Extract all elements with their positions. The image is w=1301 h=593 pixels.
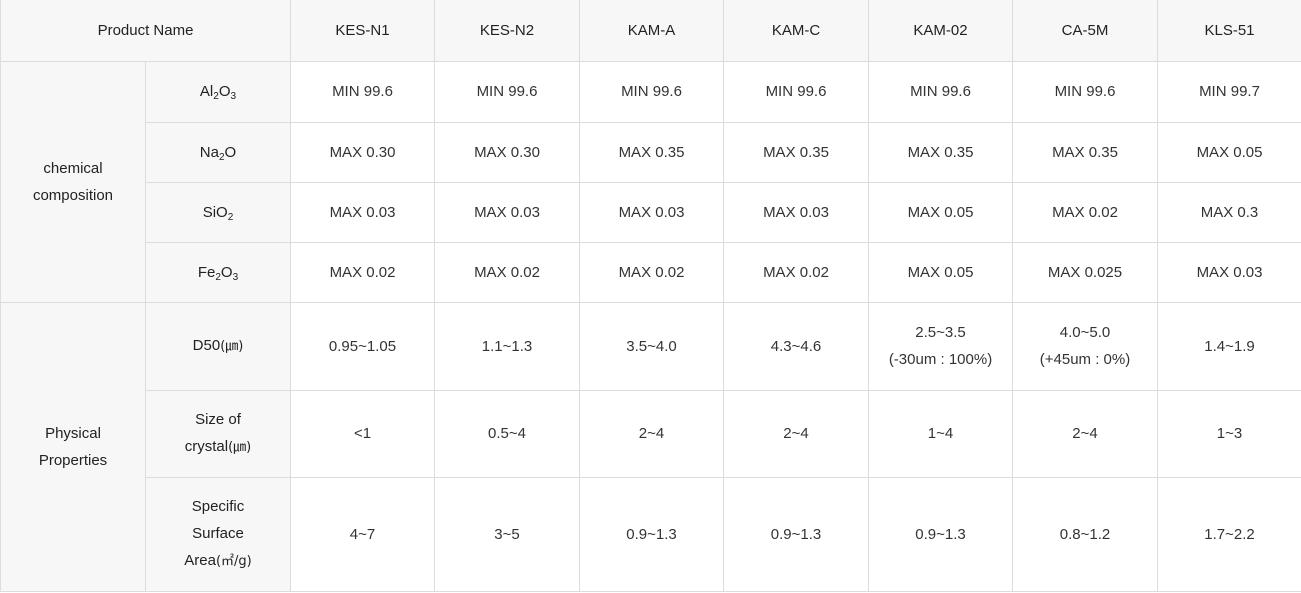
table-cell: MIN 99.6 (290, 60, 435, 123)
product-header: CA-5M (1012, 0, 1158, 62)
attr-al2o3: Al2O3 (145, 60, 291, 123)
table-cell: 2~4 (1012, 389, 1158, 478)
attr-fe2o3: Fe2O3 (145, 241, 291, 303)
row-specific-surface-area: Specific Surface Area(㎡/g) 4~7 3~5 0.9~1.3… (1, 476, 1301, 592)
product-header: KAM-C (723, 0, 869, 62)
table-cell: MIN 99.6 (434, 60, 580, 123)
attr-na2o: Na2O (145, 121, 291, 183)
product-header: KLS-51 (1157, 0, 1301, 62)
table-cell: 3~5 (434, 476, 580, 592)
table-cell: MAX 0.02 (434, 241, 580, 303)
attr-crystal-size: Size of crystal(㎛) (145, 389, 291, 478)
table-cell: MAX 0.30 (290, 121, 435, 183)
group-chemical-composition: chemical composition (0, 60, 146, 303)
group-physical-line2: Properties (38, 451, 108, 469)
table-cell: 1.7~2.2 (1157, 476, 1301, 592)
table-cell: MAX 0.35 (868, 121, 1013, 183)
table-cell: 0.9~1.3 (579, 476, 724, 592)
group-chemical-line2: composition (32, 186, 114, 204)
table-cell: MAX 0.02 (290, 241, 435, 303)
cell-note: (+45um : 0%) (1039, 351, 1131, 368)
table-cell: MIN 99.6 (868, 60, 1013, 123)
cell-note: (-30um : 100%) (888, 351, 993, 368)
table-cell: MIN 99.7 (1157, 60, 1301, 123)
table-cell: 3.5~4.0 (579, 301, 724, 391)
table-cell: MAX 0.05 (868, 181, 1013, 243)
row-d50: Physical Properties D50(㎛) 0.95~1.05 1.1… (0, 301, 1301, 592)
table-cell: MAX 0.05 (868, 241, 1013, 303)
table-cell: 1~4 (868, 389, 1013, 478)
attr-sio2: SiO2 (145, 181, 291, 243)
table-cell: 0.8~1.2 (1012, 476, 1158, 592)
table-cell: MAX 0.025 (1012, 241, 1158, 303)
table-cell: MIN 99.6 (723, 60, 869, 123)
row-na2o: Na2O MAX 0.30 MAX 0.30 MAX 0.35 MAX 0.35… (1, 121, 1301, 183)
table-cell: MIN 99.6 (1012, 60, 1158, 123)
row-crystal-size: Size of crystal(㎛) <1 0.5~4 2~4 2~4 1~4 2… (1, 389, 1301, 478)
group-physical-properties: Physical Properties (0, 301, 146, 592)
table-cell: MAX 0.05 (1157, 121, 1301, 183)
row-fe2o3: Fe2O3 MAX 0.02 MAX 0.02 MAX 0.02 MAX 0.0… (1, 241, 1301, 303)
row-sio2: SiO2 MAX 0.03 MAX 0.03 MAX 0.03 MAX 0.03… (1, 181, 1301, 243)
group-physical-line1: Physical (45, 424, 101, 442)
table-cell: 2~4 (579, 389, 724, 478)
table-cell: MAX 0.03 (723, 181, 869, 243)
table-cell: MIN 99.6 (579, 60, 724, 123)
table-cell: 0.9~1.3 (723, 476, 869, 592)
product-header: KES-N2 (434, 0, 580, 62)
attr-d50: D50(㎛) (145, 301, 291, 391)
product-header: KES-N1 (290, 0, 435, 62)
table-cell: 1~3 (1157, 389, 1301, 478)
table-cell: 4.3~4.6 (723, 301, 869, 391)
table-cell: MAX 0.35 (723, 121, 869, 183)
table-cell: MAX 0.03 (290, 181, 435, 243)
table-cell: MAX 0.03 (1157, 241, 1301, 303)
table-cell: MAX 0.03 (579, 181, 724, 243)
table-cell: 0.5~4 (434, 389, 580, 478)
product-header: KAM-A (579, 0, 724, 62)
table-cell: 0.9~1.3 (868, 476, 1013, 592)
table-cell: 2.5~3.5 (-30um : 100%) (868, 301, 1013, 391)
table-cell: MAX 0.3 (1157, 181, 1301, 243)
table-cell: 1.4~1.9 (1157, 301, 1301, 391)
table-cell: 4.0~5.0 (+45um : 0%) (1012, 301, 1158, 391)
table-cell: 4~7 (290, 476, 435, 592)
table-cell: 2~4 (723, 389, 869, 478)
attr-specific-surface-area: Specific Surface Area(㎡/g) (145, 476, 291, 592)
product-header: KAM-02 (868, 0, 1013, 62)
table-cell: <1 (290, 389, 435, 478)
row-al2o3: chemical composition Al2O3 MIN 99.6 MIN … (0, 60, 1301, 303)
table-cell: MAX 0.02 (1012, 181, 1158, 243)
header-row: Product Name KES-N1 KES-N2 KAM-A KAM-C K… (0, 0, 1301, 62)
product-name-header: Product Name (0, 0, 291, 62)
table-cell: MAX 0.03 (434, 181, 580, 243)
table-cell: MAX 0.02 (579, 241, 724, 303)
table-cell: 0.95~1.05 (290, 301, 435, 391)
table-cell: MAX 0.35 (1012, 121, 1158, 183)
table-cell: MAX 0.02 (723, 241, 869, 303)
group-chemical-line1: chemical (43, 159, 103, 177)
table-cell: 1.1~1.3 (434, 301, 580, 391)
table-cell: MAX 0.30 (434, 121, 580, 183)
table-cell: MAX 0.35 (579, 121, 724, 183)
